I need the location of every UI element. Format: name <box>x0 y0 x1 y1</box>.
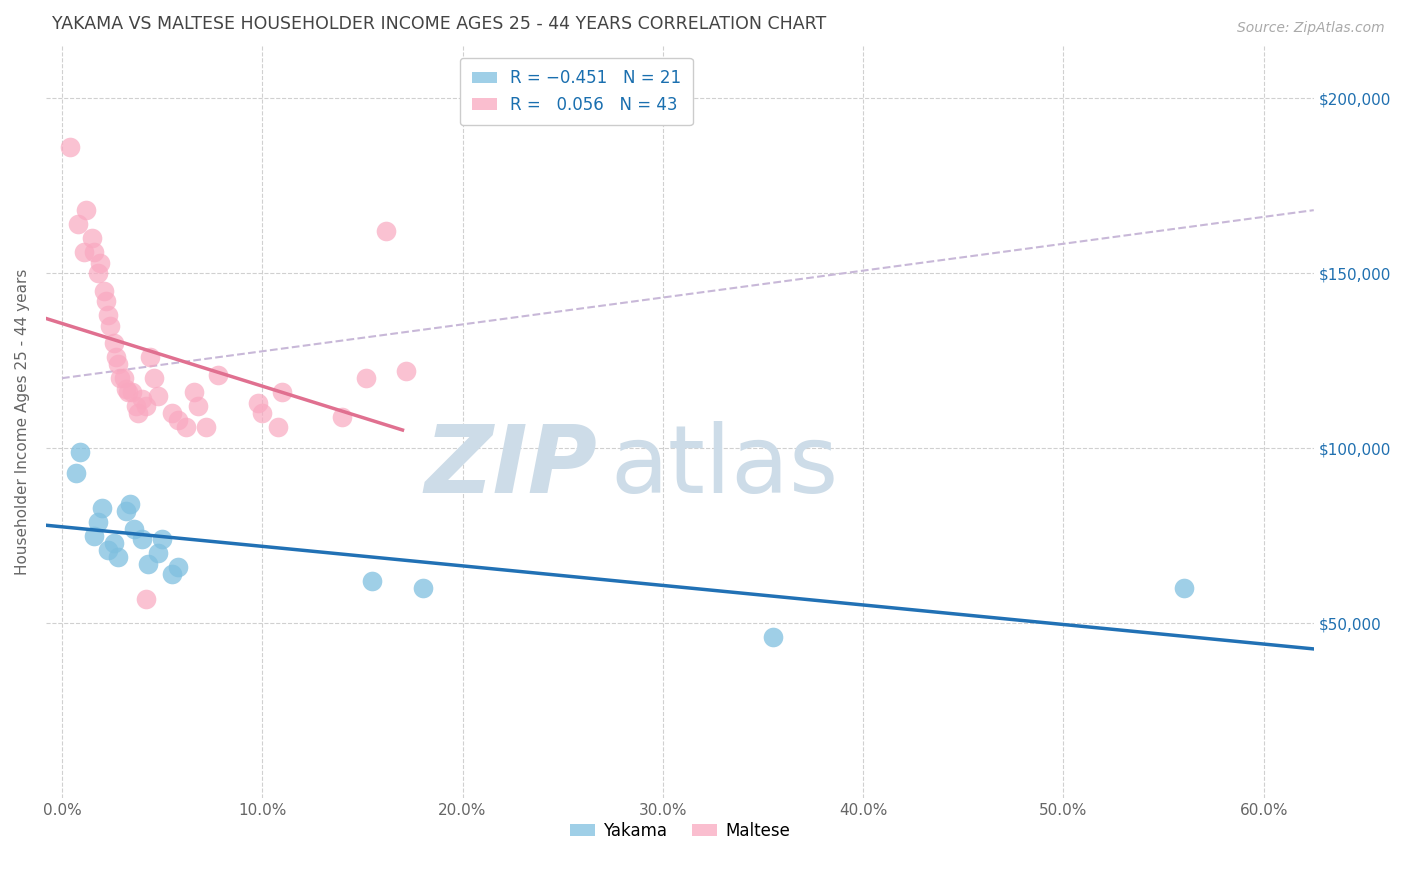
Point <box>271 385 294 400</box>
Point <box>115 504 138 518</box>
Point <box>247 395 270 409</box>
Point <box>146 546 169 560</box>
Point <box>105 350 128 364</box>
Point <box>87 266 110 280</box>
Point <box>183 385 205 400</box>
Point <box>103 535 125 549</box>
Point <box>112 371 135 385</box>
Point <box>66 217 89 231</box>
Point <box>187 399 209 413</box>
Point <box>121 385 143 400</box>
Point <box>98 318 121 333</box>
Point <box>80 231 103 245</box>
Point <box>412 581 434 595</box>
Point <box>167 560 190 574</box>
Point <box>122 522 145 536</box>
Point <box>127 406 149 420</box>
Point <box>103 336 125 351</box>
Point <box>136 557 159 571</box>
Point <box>160 406 183 420</box>
Point <box>160 567 183 582</box>
Point <box>167 413 190 427</box>
Point <box>1173 581 1195 595</box>
Text: ZIP: ZIP <box>425 421 598 513</box>
Point <box>97 308 120 322</box>
Point <box>195 420 218 434</box>
Point <box>73 245 96 260</box>
Point <box>375 224 398 238</box>
Point <box>361 574 384 589</box>
Point <box>108 371 131 385</box>
Point <box>59 140 82 154</box>
Point <box>117 385 139 400</box>
Point <box>107 549 129 564</box>
Point <box>75 203 97 218</box>
Point <box>395 364 418 378</box>
Point <box>83 245 105 260</box>
Point <box>115 382 138 396</box>
Text: atlas: atlas <box>610 421 838 513</box>
Point <box>87 515 110 529</box>
Y-axis label: Householder Income Ages 25 - 44 years: Householder Income Ages 25 - 44 years <box>15 268 30 575</box>
Legend: Yakama, Maltese: Yakama, Maltese <box>562 815 797 847</box>
Point <box>207 368 229 382</box>
Point <box>97 542 120 557</box>
Point <box>139 350 162 364</box>
Point <box>135 591 157 606</box>
Point <box>93 284 115 298</box>
Text: YAKAMA VS MALTESE HOUSEHOLDER INCOME AGES 25 - 44 YEARS CORRELATION CHART: YAKAMA VS MALTESE HOUSEHOLDER INCOME AGE… <box>52 15 827 33</box>
Point <box>69 444 91 458</box>
Point <box>252 406 274 420</box>
Point <box>146 389 169 403</box>
Point <box>332 409 354 424</box>
Point <box>135 399 157 413</box>
Point <box>267 420 290 434</box>
Point <box>65 466 87 480</box>
Point <box>94 294 117 309</box>
Text: Source: ZipAtlas.com: Source: ZipAtlas.com <box>1237 21 1385 35</box>
Point <box>150 532 173 546</box>
Point <box>91 500 114 515</box>
Point <box>83 529 105 543</box>
Point <box>174 420 197 434</box>
Point <box>131 532 153 546</box>
Point <box>762 630 785 644</box>
Point <box>131 392 153 406</box>
Point <box>89 255 111 269</box>
Point <box>143 371 166 385</box>
Point <box>125 399 148 413</box>
Point <box>107 357 129 371</box>
Point <box>120 497 142 511</box>
Point <box>356 371 378 385</box>
